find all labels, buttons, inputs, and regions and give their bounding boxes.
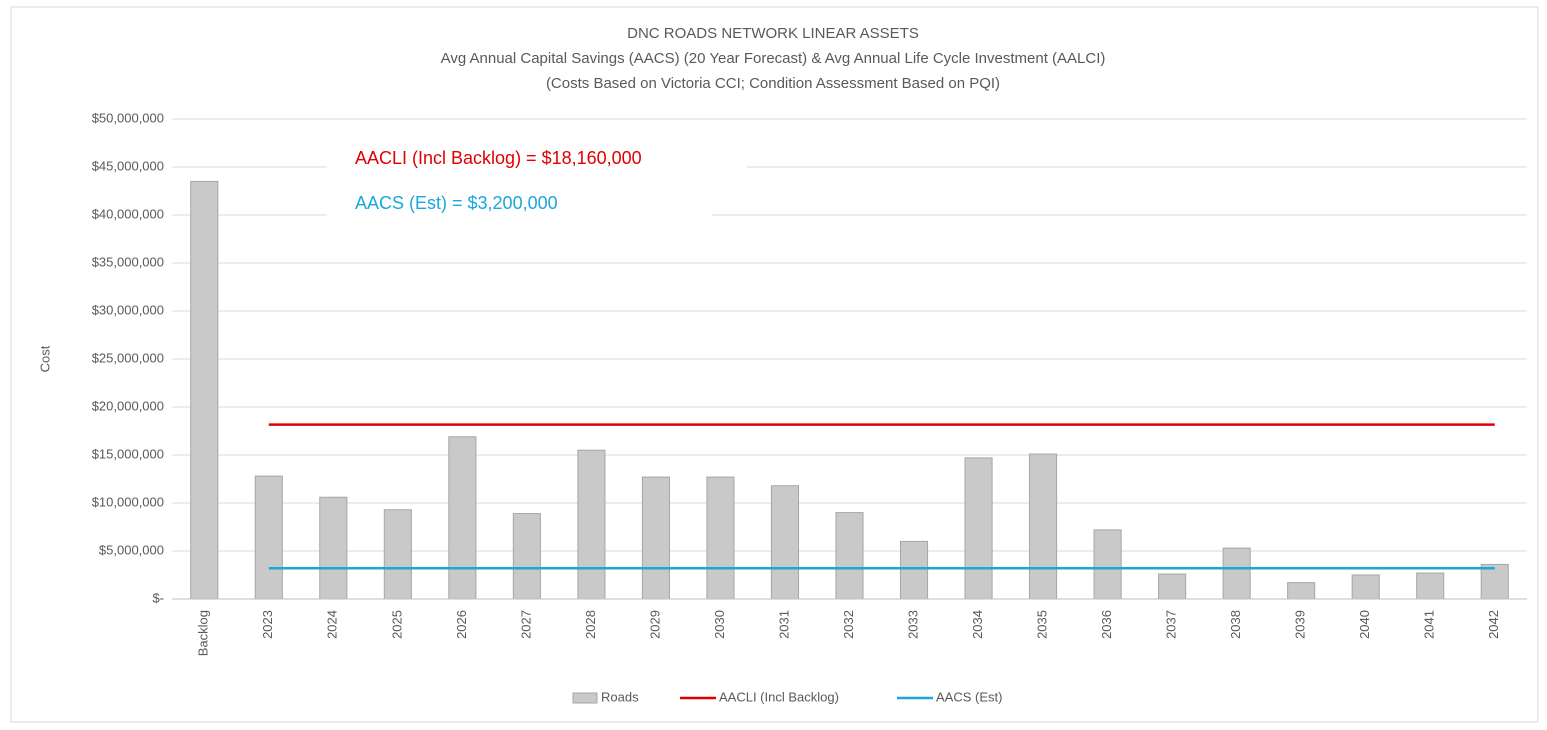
y-tick-label: $40,000,000 xyxy=(92,206,164,221)
bar xyxy=(1480,563,1509,600)
bar xyxy=(1158,573,1187,600)
x-tick-label: 2028 xyxy=(583,610,598,639)
x-tick-label: 2038 xyxy=(1228,610,1243,639)
bar xyxy=(577,449,606,600)
x-tick-label: 2035 xyxy=(1035,610,1050,639)
y-tick-label: $15,000,000 xyxy=(92,446,164,461)
annotation: AACLI (Incl Backlog) = $18,160,000 xyxy=(355,148,642,168)
x-tick-label: 2031 xyxy=(776,610,791,639)
x-tick-label: Backlog xyxy=(196,610,211,656)
x-tick-label: 2030 xyxy=(712,610,727,639)
x-tick-label: 2026 xyxy=(454,610,469,639)
bar xyxy=(383,509,412,600)
bar xyxy=(1287,582,1316,600)
x-tick-label: 2036 xyxy=(1099,610,1114,639)
bar xyxy=(1222,547,1251,600)
bar xyxy=(448,436,477,600)
x-tick-label: 2033 xyxy=(905,610,920,639)
bar xyxy=(1416,572,1445,600)
x-tick-label: 2041 xyxy=(1422,610,1437,639)
chart-title: DNC ROADS NETWORK LINEAR ASSETS xyxy=(627,25,919,42)
x-tick-label: 2025 xyxy=(389,610,404,639)
annotation: AACS (Est) = $3,200,000 xyxy=(355,193,558,213)
y-tick-label: $10,000,000 xyxy=(92,494,164,509)
bar xyxy=(641,476,670,600)
bar xyxy=(319,496,348,600)
bar xyxy=(254,475,283,600)
annotation-background xyxy=(327,139,747,179)
bar xyxy=(1029,453,1058,600)
legend-label: AACS (Est) xyxy=(936,689,1002,704)
legend-swatch xyxy=(572,692,598,704)
bar xyxy=(964,457,993,600)
x-tick-label: 2029 xyxy=(647,610,662,639)
bar xyxy=(1093,529,1122,600)
chart-subtitle: Avg Annual Capital Savings (AACS) (20 Ye… xyxy=(441,50,1106,67)
x-tick-label: 2042 xyxy=(1486,610,1501,639)
y-tick-label: $5,000,000 xyxy=(99,542,164,557)
x-tick-label: 2027 xyxy=(518,610,533,639)
x-tick-label: 2039 xyxy=(1293,610,1308,639)
y-tick-label: $45,000,000 xyxy=(92,158,164,173)
y-tick-label: $35,000,000 xyxy=(92,254,164,269)
bar xyxy=(1351,574,1380,600)
y-tick-label: $25,000,000 xyxy=(92,350,164,365)
y-axis-label: Cost xyxy=(37,345,52,372)
bar xyxy=(899,540,929,600)
x-tick-label: 2024 xyxy=(325,610,340,639)
chart-subtitle: (Costs Based on Victoria CCI; Condition … xyxy=(546,75,1000,92)
bar xyxy=(770,485,800,600)
legend-label: Roads xyxy=(601,689,639,704)
bar xyxy=(706,476,735,600)
x-tick-label: 2037 xyxy=(1164,610,1179,639)
annotation-background xyxy=(327,184,712,224)
x-tick-label: 2023 xyxy=(260,610,275,639)
x-tick-label: 2034 xyxy=(970,610,985,639)
bar xyxy=(190,180,219,600)
x-tick-label: 2040 xyxy=(1357,610,1372,639)
legend-label: AACLI (Incl Backlog) xyxy=(719,689,839,704)
bar xyxy=(835,512,864,600)
chart-border xyxy=(10,6,1539,723)
x-tick-label: 2032 xyxy=(841,610,856,639)
y-tick-label: $- xyxy=(152,590,164,605)
y-tick-label: $20,000,000 xyxy=(92,398,164,413)
y-tick-label: $30,000,000 xyxy=(92,302,164,317)
y-tick-label: $50,000,000 xyxy=(92,110,164,125)
bar xyxy=(512,513,541,600)
